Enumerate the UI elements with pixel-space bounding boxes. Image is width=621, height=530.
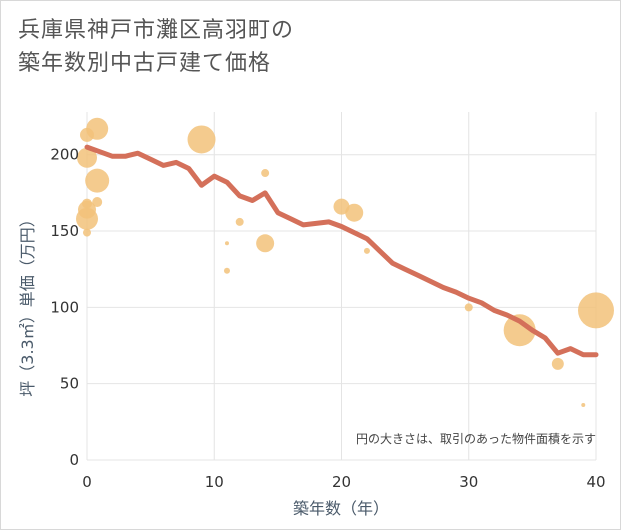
trend-line [84, 144, 599, 358]
bubble-point-12 [235, 217, 244, 226]
bubble-size-note: 円の大きさは、取引のあった物件面積を示す [356, 431, 596, 446]
x-tick-label-4: 40 [586, 473, 605, 491]
bubble-point-9 [187, 125, 216, 154]
bubble-point-21 [581, 403, 586, 408]
bubble-point-7 [85, 168, 110, 193]
y-tick-label-0: 0 [69, 451, 79, 469]
y-tick-labels: 0 50 100 150 200 [50, 146, 79, 469]
bubble-point-18 [464, 303, 473, 312]
bubble-point-16 [345, 203, 364, 222]
x-axis-title: 築年数（年） [293, 499, 389, 518]
bubble-point-20 [551, 357, 564, 370]
grid-lines [86, 112, 597, 461]
x-tick-labels: 0 10 20 30 40 [82, 473, 605, 491]
bubble-point-13 [261, 169, 270, 178]
bubble-point-14 [256, 234, 275, 253]
bubble-point-11 [223, 267, 230, 274]
bubble-point-4 [76, 207, 98, 230]
bubble-point-6 [86, 117, 109, 140]
bubble-point-22 [578, 292, 614, 329]
x-tick-label-0: 0 [82, 473, 92, 491]
y-tick-label-1: 50 [60, 375, 79, 393]
bubble-point-5 [83, 228, 91, 237]
bubble-point-17 [363, 247, 370, 254]
bubble-series [76, 117, 614, 408]
x-tick-label-2: 20 [332, 473, 351, 491]
chart-title: 兵庫県神戸市灘区高羽町の 築年数別中古戸建て価格 [18, 14, 294, 80]
chart-title-line-1: 兵庫県神戸市灘区高羽町の [18, 18, 295, 43]
y-tick-label-3: 150 [50, 222, 79, 240]
y-tick-label-4: 200 [50, 146, 79, 164]
x-tick-label-1: 10 [205, 473, 224, 491]
chart-title-line-2: 築年数別中古戸建て価格 [18, 51, 272, 76]
y-axis-title: 坪（3.3㎡）単価（万円） [18, 211, 37, 396]
x-tick-label-3: 30 [459, 473, 478, 491]
bubble-point-19 [503, 314, 536, 347]
bubble-point-10 [224, 241, 229, 246]
bubble-point-1 [77, 147, 97, 168]
bubble-point-8 [92, 197, 103, 208]
y-tick-label-2: 100 [50, 298, 79, 316]
